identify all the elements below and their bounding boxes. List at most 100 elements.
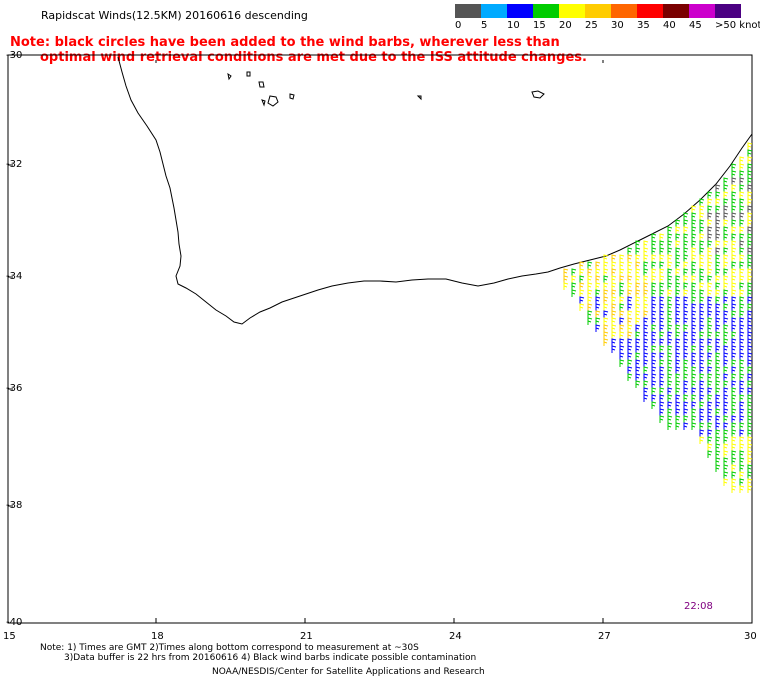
wind-barb bbox=[643, 352, 649, 360]
wind-barb bbox=[739, 366, 745, 374]
wind-barb bbox=[699, 275, 705, 283]
wind-barb bbox=[619, 275, 625, 283]
wind-barb bbox=[619, 352, 625, 360]
wind-barb bbox=[603, 282, 609, 290]
wind-barb bbox=[739, 289, 745, 297]
map-title: Rapidscat Winds(12.5KM) 20160616 descend… bbox=[41, 9, 308, 22]
wind-barb bbox=[619, 345, 625, 353]
wind-barb bbox=[715, 184, 721, 192]
wind-barb bbox=[747, 394, 753, 402]
wind-barb bbox=[675, 422, 681, 430]
wind-barb bbox=[747, 485, 753, 493]
wind-barb bbox=[627, 282, 633, 290]
footer-note-1: Note: 1) Times are GMT 2)Times along bot… bbox=[40, 643, 419, 653]
wind-barb bbox=[715, 380, 721, 388]
wind-barb bbox=[707, 219, 713, 227]
wind-barb bbox=[731, 415, 737, 423]
legend-swatch bbox=[611, 4, 637, 18]
wind-barb bbox=[667, 338, 673, 346]
lon-label: 18 bbox=[151, 631, 164, 642]
wind-barb bbox=[739, 240, 745, 248]
wind-barb bbox=[731, 457, 737, 465]
wind-barb bbox=[723, 177, 729, 185]
wind-barb bbox=[667, 422, 673, 430]
wind-barb bbox=[739, 156, 745, 164]
wind-barb bbox=[619, 282, 625, 290]
wind-barb bbox=[739, 373, 745, 381]
wind-barb bbox=[643, 282, 649, 290]
wind-barb bbox=[627, 261, 633, 269]
wind-barb bbox=[707, 275, 713, 283]
legend-swatch bbox=[715, 4, 741, 18]
wind-barb bbox=[715, 254, 721, 262]
wind-barb bbox=[683, 303, 689, 311]
wind-barb bbox=[675, 345, 681, 353]
wind-barb bbox=[579, 282, 585, 290]
wind-barb bbox=[739, 471, 745, 479]
wind-barb bbox=[635, 289, 641, 297]
wind-barb bbox=[715, 408, 721, 416]
wind-barb bbox=[659, 338, 665, 346]
wind-barb bbox=[643, 240, 649, 248]
legend-label: 25 bbox=[585, 20, 598, 31]
wind-barb bbox=[587, 282, 593, 290]
wind-barb bbox=[747, 268, 753, 276]
wind-barb bbox=[707, 422, 713, 430]
wind-barb bbox=[699, 296, 705, 304]
wind-barb bbox=[699, 345, 705, 353]
wind-barb bbox=[747, 366, 753, 374]
wind-barb bbox=[683, 380, 689, 388]
wind-barb bbox=[715, 324, 721, 332]
wind-barb bbox=[731, 184, 737, 192]
wind-barb bbox=[675, 303, 681, 311]
wind-barb bbox=[651, 233, 657, 241]
wind-barb bbox=[699, 373, 705, 381]
wind-barb bbox=[595, 268, 601, 276]
wind-barb bbox=[667, 408, 673, 416]
wind-barb bbox=[723, 478, 729, 486]
wind-barb bbox=[659, 261, 665, 269]
wind-barb bbox=[595, 317, 601, 325]
wind-barb bbox=[635, 240, 641, 248]
wind-barb bbox=[611, 289, 617, 297]
wind-barb bbox=[707, 387, 713, 395]
wind-barb bbox=[691, 240, 697, 248]
wind-barb bbox=[651, 254, 657, 262]
wind-barb bbox=[731, 240, 737, 248]
wind-barb bbox=[715, 219, 721, 227]
legend-label: 30 bbox=[611, 20, 624, 31]
wind-barb bbox=[635, 296, 641, 304]
wind-barb bbox=[731, 443, 737, 451]
wind-barb bbox=[683, 247, 689, 255]
wind-barb bbox=[675, 401, 681, 409]
wind-barb bbox=[731, 352, 737, 360]
wind-barb bbox=[723, 184, 729, 192]
wind-barb bbox=[739, 163, 745, 171]
wind-barb bbox=[731, 401, 737, 409]
wind-barb bbox=[611, 345, 617, 353]
wind-barb bbox=[683, 317, 689, 325]
wind-barb bbox=[747, 450, 753, 458]
wind-barb bbox=[739, 233, 745, 241]
wind-barb bbox=[747, 401, 753, 409]
wind-barb bbox=[723, 275, 729, 283]
wind-barb bbox=[659, 408, 665, 416]
wind-barb bbox=[643, 275, 649, 283]
wind-barb bbox=[675, 366, 681, 374]
wind-barb bbox=[747, 163, 753, 171]
wind-barb bbox=[659, 310, 665, 318]
wind-barb bbox=[731, 366, 737, 374]
legend-label: 45 bbox=[689, 20, 702, 31]
footer-credit: NOAA/NESDIS/Center for Satellite Applica… bbox=[212, 667, 485, 677]
wind-barb bbox=[587, 275, 593, 283]
wind-barb bbox=[747, 177, 753, 185]
wind-barb bbox=[747, 422, 753, 430]
wind-barb bbox=[683, 415, 689, 423]
wind-barb bbox=[699, 233, 705, 241]
wind-barb bbox=[587, 296, 593, 304]
wind-barb bbox=[715, 233, 721, 241]
wind-barb bbox=[731, 247, 737, 255]
wind-barb bbox=[731, 170, 737, 178]
wind-barb bbox=[619, 289, 625, 297]
wind-barb bbox=[747, 198, 753, 206]
